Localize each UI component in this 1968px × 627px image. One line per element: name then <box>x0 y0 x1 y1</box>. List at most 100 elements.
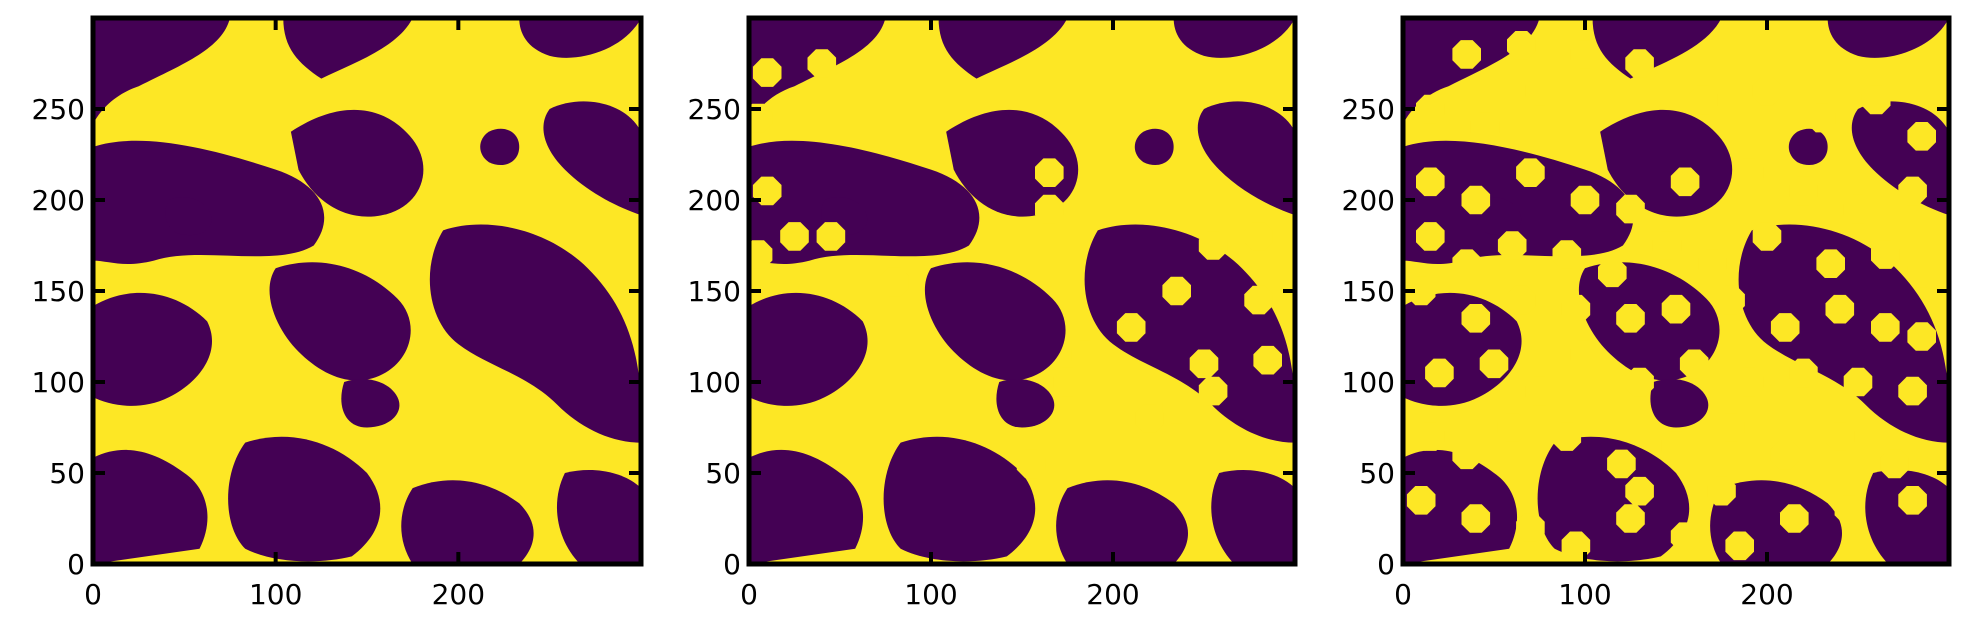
y-tick-label: 200 <box>688 184 741 217</box>
panel-3-y-ticks: 0 50 100 150 200 250 <box>1342 93 1949 581</box>
panel-2-heatmap <box>749 18 1295 564</box>
inclusion-particle <box>1734 158 1764 187</box>
panel-2: 0 100 200 0 50 100 150 200 250 <box>688 15 1298 611</box>
inclusion-particle <box>1525 376 1554 406</box>
inclusion-particle <box>1625 367 1654 397</box>
x-tick-label: 0 <box>1394 578 1412 611</box>
inclusion-particle <box>780 222 809 251</box>
inclusion-particle <box>1752 222 1782 251</box>
inclusion-particle <box>1452 40 1481 69</box>
inclusion-particle <box>1479 349 1509 379</box>
inclusion-particle <box>1053 367 1082 397</box>
inclusion-particle <box>1716 285 1745 315</box>
inclusion-particle <box>1497 413 1527 442</box>
y-tick-label: 0 <box>723 548 741 581</box>
inclusion-particle <box>1406 486 1436 515</box>
inclusion-particle <box>1452 440 1481 470</box>
inclusion-particle <box>1625 49 1654 78</box>
inclusion-particle <box>1516 513 1545 542</box>
inclusion-particle <box>1789 176 1818 206</box>
inclusion-particle <box>1652 231 1682 260</box>
y-tick-label: 150 <box>1342 275 1395 308</box>
inclusion-particle <box>1016 449 1046 479</box>
inclusion-particle <box>1661 431 1691 460</box>
inclusion-particle <box>880 267 909 297</box>
y-tick-label: 0 <box>1377 548 1395 581</box>
inclusion-particle <box>1834 495 1864 524</box>
y-tick-label: 100 <box>688 366 741 399</box>
inclusion-particle <box>1162 276 1191 306</box>
inclusion-particle <box>1253 345 1282 375</box>
inclusion-particle <box>1816 249 1845 278</box>
y-tick-label: 100 <box>32 366 85 399</box>
inclusion-particle <box>1679 349 1709 379</box>
inclusion-particle <box>1561 294 1591 324</box>
inclusion-particle <box>1716 413 1745 442</box>
inclusion-particle <box>1770 313 1800 342</box>
x-tick-label: 200 <box>1086 578 1139 611</box>
inclusion-particle <box>1898 486 1927 515</box>
inclusion-particle <box>1825 294 1855 324</box>
y-tick-label: 0 <box>67 548 85 581</box>
inclusion-particle <box>1452 249 1481 278</box>
y-tick-label: 250 <box>32 93 85 126</box>
inclusion-particle <box>1035 194 1064 224</box>
inclusion-particle <box>1135 404 1164 433</box>
inclusion-particle <box>1607 449 1636 479</box>
inclusion-particle <box>1698 249 1727 278</box>
inclusion-particle <box>1871 313 1900 342</box>
inclusion-particle <box>1871 240 1900 269</box>
x-tick-label: 100 <box>249 578 302 611</box>
inclusion-particle <box>1425 358 1454 388</box>
inclusion-particle <box>1670 522 1700 551</box>
inclusion-particle <box>1406 276 1436 306</box>
panel-2-inclusions <box>749 49 1282 479</box>
inclusion-particle <box>1661 294 1691 324</box>
x-tick-label: 0 <box>84 578 102 611</box>
inclusion-particle <box>749 240 773 269</box>
y-tick-label: 150 <box>32 275 85 308</box>
inclusion-particle <box>1416 222 1445 251</box>
inclusion-particle <box>1552 240 1582 269</box>
inclusion-particle <box>1807 103 1836 133</box>
inclusion-particle <box>1244 222 1273 251</box>
inclusion-particle <box>1570 340 1600 369</box>
inclusion-particle <box>752 58 782 87</box>
inclusion-particle <box>1843 194 1873 224</box>
inclusion-particle <box>1734 367 1764 397</box>
inclusion-particle <box>807 49 837 78</box>
inclusion-particle <box>1461 185 1491 215</box>
inclusion-particle <box>1907 258 1936 288</box>
inclusion-particle <box>1461 304 1491 333</box>
inclusion-particle <box>1780 504 1809 533</box>
inclusion-particle <box>1570 185 1600 215</box>
inclusion-particle <box>1035 158 1064 187</box>
inclusion-particle <box>1725 531 1754 561</box>
y-tick-label: 50 <box>705 457 741 490</box>
inclusion-particle <box>1907 322 1936 351</box>
inclusion-particle <box>1616 304 1645 333</box>
y-tick-label: 250 <box>1342 93 1395 126</box>
inclusion-particle <box>1516 158 1545 187</box>
panel-1-y-ticks: 0 50 100 150 200 250 <box>32 93 641 581</box>
inclusion-particle <box>1861 85 1891 115</box>
inclusion-particle <box>1789 358 1818 388</box>
inclusion-particle <box>1071 340 1100 369</box>
inclusion-particle <box>1707 476 1736 506</box>
inclusion-particle <box>1898 376 1927 406</box>
x-tick-label: 100 <box>1558 578 1611 611</box>
panel-3: 0 100 200 0 50 100 150 200 250 <box>1342 15 1952 611</box>
inclusion-particle <box>1770 440 1800 470</box>
inclusion-particle <box>1907 122 1936 151</box>
x-tick-label: 0 <box>740 578 758 611</box>
inclusion-particle <box>1689 85 1718 115</box>
inclusion-particle <box>1198 376 1228 406</box>
inclusion-particle <box>1507 285 1536 315</box>
inclusion-particle <box>1416 422 1445 451</box>
inclusion-particle <box>1189 349 1219 379</box>
panel-1-x-ticks: 0 100 200 <box>84 18 485 611</box>
inclusion-particle <box>816 222 846 251</box>
inclusion-particle <box>1116 313 1146 342</box>
inclusion-particle <box>1416 94 1445 124</box>
